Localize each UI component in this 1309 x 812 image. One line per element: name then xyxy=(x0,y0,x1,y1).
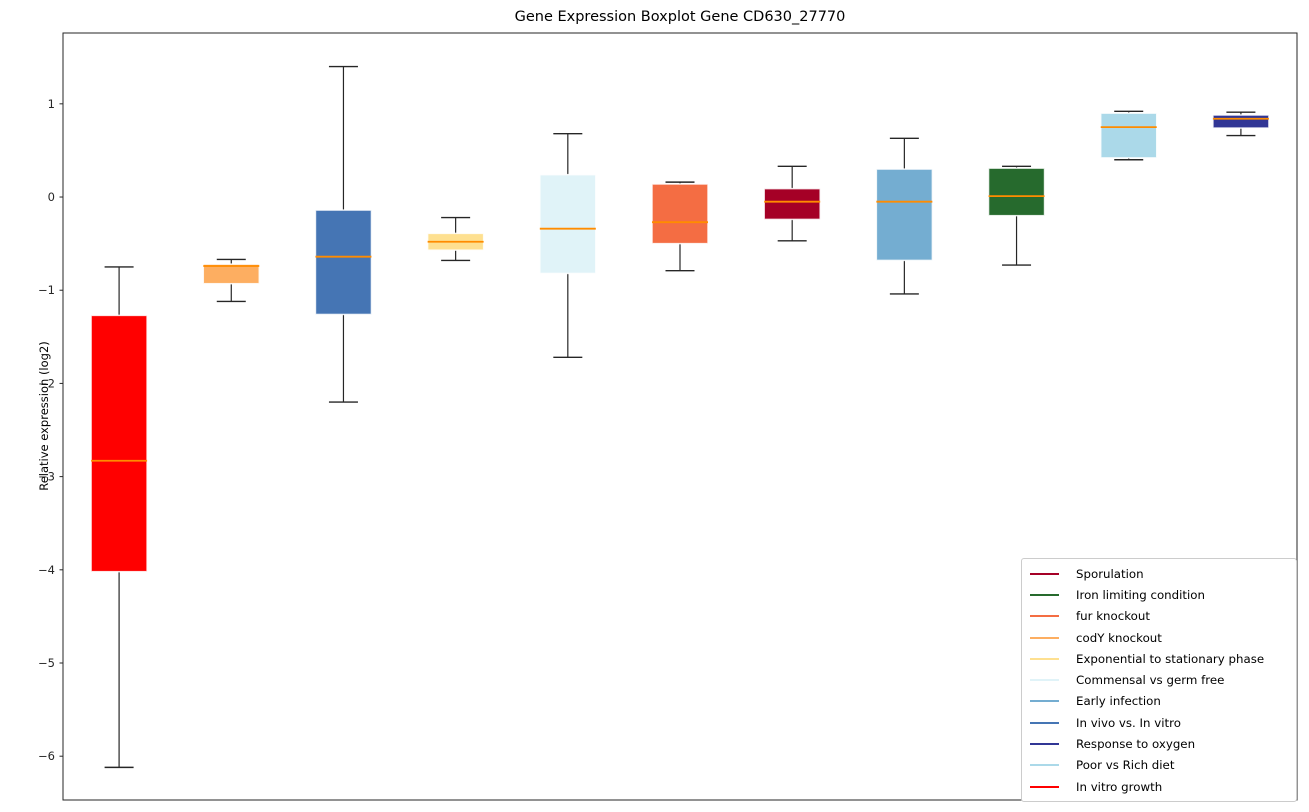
legend-label: Response to oxygen xyxy=(1076,737,1196,752)
box-rect xyxy=(314,209,373,316)
chart-title: Gene Expression Boxplot Gene CD630_27770 xyxy=(514,9,846,25)
legend-label: Commensal vs germ free xyxy=(1076,673,1225,688)
box-group xyxy=(539,132,597,359)
box-group xyxy=(875,137,934,295)
legend-swatch xyxy=(1030,572,1059,575)
legend-item: Iron limiting condition xyxy=(1030,584,1288,605)
legend-label: codY knockout xyxy=(1076,630,1162,645)
box-group xyxy=(314,65,373,403)
legend-item: Sporulation xyxy=(1030,563,1288,584)
legend-label: Iron limiting condition xyxy=(1076,587,1205,602)
legend-label: Poor vs Rich diet xyxy=(1076,758,1175,773)
box-group xyxy=(1212,111,1270,137)
y-tick-label: −3 xyxy=(38,470,55,484)
box-group xyxy=(202,258,261,303)
y-tick-label: 1 xyxy=(48,97,55,111)
box-rect xyxy=(90,314,148,573)
legend-swatch xyxy=(1030,721,1059,724)
legend-item: Response to oxygen xyxy=(1030,733,1288,754)
box-rect xyxy=(875,168,934,262)
y-tick-label: −1 xyxy=(38,283,55,297)
legend-box: Sporulation Iron limiting condition fur kn… xyxy=(1021,558,1297,803)
box-rect xyxy=(987,167,1046,217)
legend-label: Sporulation xyxy=(1076,566,1144,581)
legend-swatch xyxy=(1030,615,1059,618)
legend-swatch xyxy=(1030,593,1059,596)
box-rect xyxy=(1099,112,1158,159)
box-rect xyxy=(763,187,821,221)
legend-swatch xyxy=(1030,679,1059,682)
box-group xyxy=(1099,110,1158,161)
legend-item: In vivo vs. In vitro xyxy=(1030,712,1288,733)
box-rect xyxy=(1212,114,1270,129)
legend-label: fur knockout xyxy=(1076,609,1150,624)
box-group xyxy=(987,165,1046,266)
legend-swatch xyxy=(1030,743,1059,746)
legend-label: Exponential to stationary phase xyxy=(1076,651,1265,666)
legend-item: Early infection xyxy=(1030,691,1288,712)
legend-item: fur knockout xyxy=(1030,606,1288,627)
box-rect xyxy=(651,183,709,245)
y-tick-label: −6 xyxy=(38,749,55,763)
y-tick-label: −5 xyxy=(38,656,55,670)
legend-swatch xyxy=(1030,764,1059,767)
legend-swatch xyxy=(1030,785,1059,788)
box-group xyxy=(763,165,821,242)
y-tick-label: 0 xyxy=(48,190,55,204)
legend-label: In vitro growth xyxy=(1076,779,1163,794)
y-tick-label: −2 xyxy=(38,376,55,390)
legend-item: Poor vs Rich diet xyxy=(1030,755,1288,776)
legend-item: codY knockout xyxy=(1030,627,1288,648)
plot-border xyxy=(62,32,1298,801)
legend-item: Exponential to stationary phase xyxy=(1030,648,1288,669)
legend-label: In vivo vs. In vitro xyxy=(1076,715,1181,730)
legend-swatch xyxy=(1030,700,1059,703)
legend-swatch xyxy=(1030,636,1059,639)
box-rect xyxy=(202,263,261,285)
box-group xyxy=(90,266,148,769)
legend-label: Early infection xyxy=(1076,694,1161,709)
box-group xyxy=(651,181,709,272)
legend-swatch xyxy=(1030,657,1059,660)
box-group xyxy=(426,216,485,262)
legend-item: Commensal vs germ free xyxy=(1030,669,1288,690)
legend-item: In vitro growth xyxy=(1030,776,1288,797)
y-tick-label: −4 xyxy=(38,563,55,577)
box-rect xyxy=(539,173,597,275)
